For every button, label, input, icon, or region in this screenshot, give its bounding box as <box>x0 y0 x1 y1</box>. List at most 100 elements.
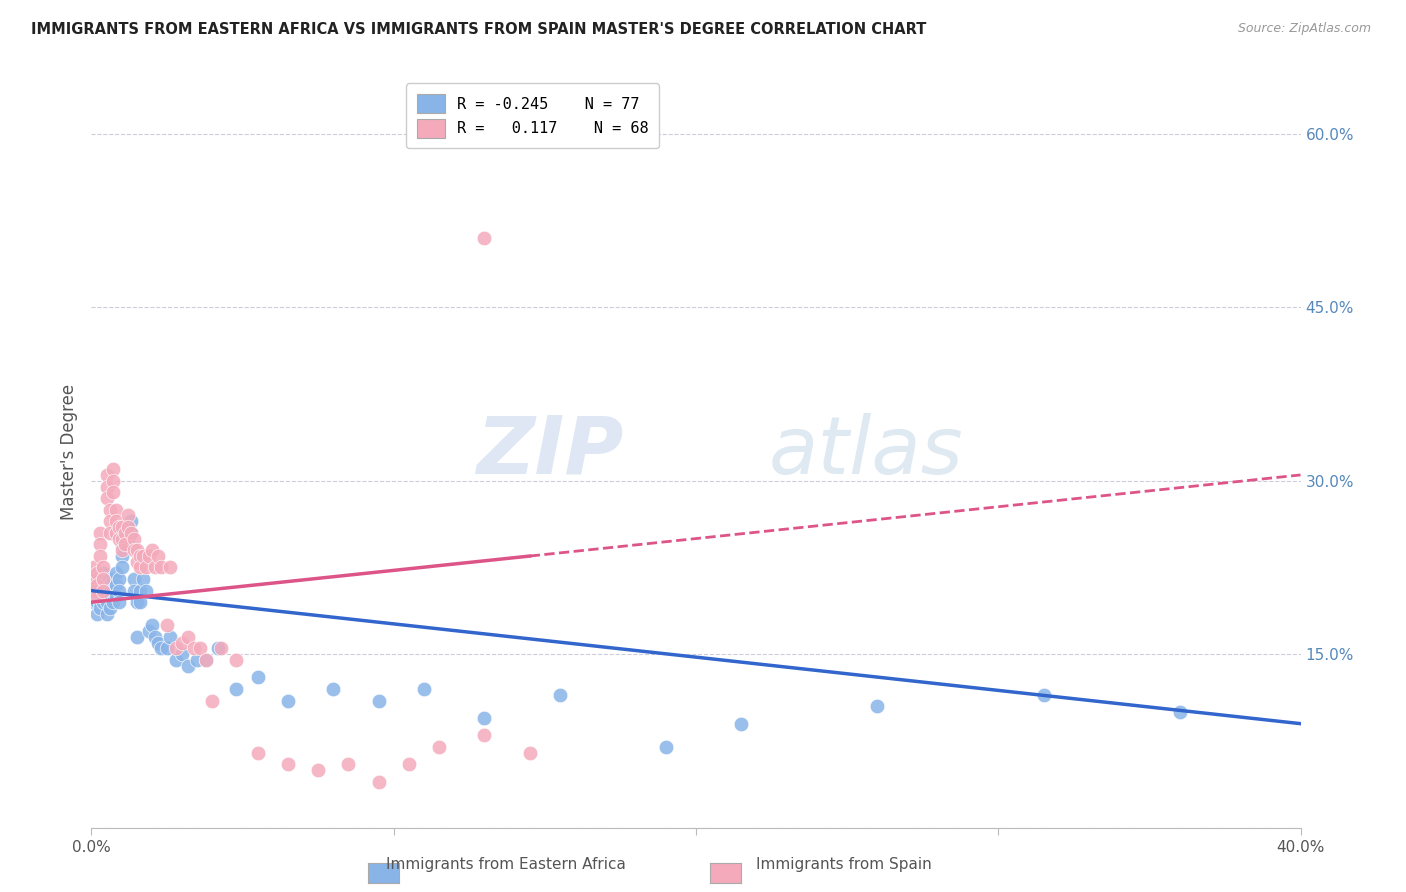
Point <box>159 560 181 574</box>
Point <box>96 590 118 604</box>
Point <box>120 525 142 540</box>
Point <box>93 566 115 581</box>
Point <box>165 641 187 656</box>
Point <box>83 572 105 586</box>
Point <box>172 647 194 661</box>
Text: Source: ZipAtlas.com: Source: ZipAtlas.com <box>1237 22 1371 36</box>
Point <box>209 641 232 656</box>
Point <box>86 566 108 581</box>
Point <box>165 653 187 667</box>
Point <box>89 525 111 540</box>
Point <box>111 549 132 563</box>
Point <box>117 520 139 534</box>
Point <box>93 595 115 609</box>
Point <box>1168 705 1191 719</box>
Point <box>98 590 121 604</box>
Point <box>125 630 148 644</box>
Point <box>307 763 329 777</box>
Point <box>107 532 129 546</box>
Point <box>201 693 224 707</box>
Point <box>143 560 166 574</box>
Point <box>96 467 118 482</box>
Point <box>104 566 127 581</box>
Point <box>246 670 269 684</box>
Point <box>114 537 136 551</box>
Point <box>225 653 247 667</box>
Point <box>89 601 111 615</box>
Point <box>138 549 160 563</box>
Point <box>138 624 160 639</box>
Point <box>86 607 108 621</box>
Text: Immigrants from Eastern Africa: Immigrants from Eastern Africa <box>387 857 626 872</box>
Point <box>519 746 541 760</box>
Point <box>117 520 139 534</box>
Point <box>156 618 179 632</box>
Point <box>337 757 360 772</box>
Point <box>96 491 118 505</box>
Point <box>83 583 105 598</box>
Point <box>98 578 121 592</box>
Point <box>472 711 495 725</box>
Point <box>122 572 145 586</box>
Point <box>172 635 194 649</box>
Point <box>96 607 118 621</box>
Point <box>83 560 105 574</box>
Point <box>120 514 142 528</box>
Point <box>117 508 139 523</box>
Point <box>101 462 124 476</box>
Point <box>93 572 115 586</box>
Point <box>125 543 148 558</box>
Point <box>89 549 111 563</box>
Point <box>101 485 124 500</box>
Point <box>89 595 111 609</box>
Point <box>177 630 200 644</box>
Point <box>86 578 108 592</box>
Point <box>104 514 127 528</box>
Point <box>135 560 157 574</box>
Point <box>195 653 218 667</box>
Point <box>83 583 105 598</box>
Point <box>122 532 145 546</box>
Point <box>104 590 127 604</box>
Point <box>98 525 121 540</box>
Point <box>367 774 389 789</box>
Point <box>114 525 136 540</box>
Point <box>107 595 129 609</box>
Point <box>277 693 299 707</box>
Point <box>101 595 124 609</box>
Point <box>146 635 169 649</box>
Point <box>89 583 111 598</box>
Point <box>188 641 211 656</box>
Point <box>128 595 150 609</box>
Point <box>128 560 150 574</box>
Point <box>96 583 118 598</box>
Point <box>149 641 172 656</box>
Point <box>183 641 205 656</box>
Point <box>654 739 676 754</box>
Point <box>135 583 157 598</box>
Point <box>207 641 229 656</box>
Text: atlas: atlas <box>769 413 963 491</box>
Point <box>322 681 344 696</box>
Point <box>86 595 108 609</box>
Point <box>177 658 200 673</box>
Point <box>195 653 218 667</box>
Point <box>86 578 108 592</box>
Point <box>86 590 108 604</box>
Point <box>101 583 124 598</box>
Point <box>246 746 269 760</box>
Point <box>98 514 121 528</box>
Point <box>111 560 132 574</box>
Point <box>83 595 105 609</box>
Point <box>1032 688 1054 702</box>
Point <box>122 543 145 558</box>
Point <box>132 549 155 563</box>
Point <box>143 630 166 644</box>
Point <box>125 595 148 609</box>
Point <box>866 699 889 714</box>
Point <box>101 474 124 488</box>
Point <box>427 739 450 754</box>
Point <box>111 537 132 551</box>
Point <box>277 757 299 772</box>
Point <box>104 502 127 516</box>
